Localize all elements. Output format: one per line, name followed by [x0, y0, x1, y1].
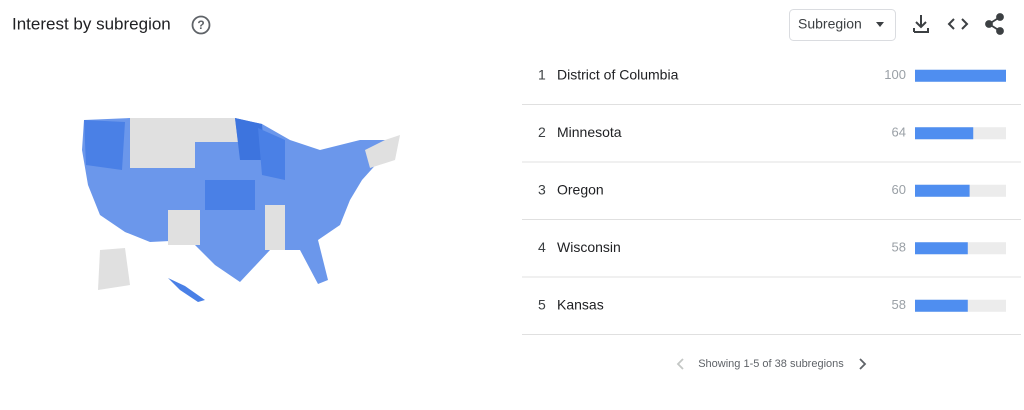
bar	[915, 184, 970, 197]
dropdown[interactable]: Subregion	[789, 9, 896, 41]
value-label: 58	[892, 240, 906, 255]
value-label: 64	[892, 125, 906, 140]
rank: 3	[538, 181, 546, 197]
subregion-name: Minnesota	[557, 124, 622, 140]
rank: 4	[538, 239, 546, 255]
bar	[915, 127, 974, 140]
share-icon[interactable]	[985, 13, 1004, 35]
pagination: Showing 1-5 of 38 subregions	[676, 358, 867, 370]
bar	[915, 242, 968, 255]
subregion-name: Wisconsin	[557, 239, 621, 255]
rank: 1	[538, 66, 546, 82]
map	[82, 118, 400, 302]
bar	[915, 299, 968, 312]
bar	[915, 69, 1006, 82]
value-label: 100	[884, 67, 906, 82]
rank: 5	[538, 296, 546, 312]
download-icon[interactable]	[913, 15, 929, 33]
prev-page[interactable]	[676, 358, 684, 370]
rank: 2	[538, 124, 546, 140]
svg-text:?: ?	[197, 18, 204, 32]
help-icon[interactable]: ?	[191, 15, 211, 35]
value-label: 58	[892, 297, 906, 312]
embed-icon[interactable]	[947, 18, 969, 30]
subregion-name: District of Columbia	[557, 66, 679, 82]
subregion-name: Oregon	[557, 181, 604, 197]
subregion-name: Kansas	[557, 296, 604, 312]
next-page[interactable]	[859, 358, 867, 370]
pagination-label: Showing 1-5 of 38 subregions	[698, 358, 844, 370]
title: Interest by subregion	[12, 14, 171, 33]
value-label: 60	[892, 182, 906, 197]
dropdown-label: Subregion	[798, 16, 862, 32]
